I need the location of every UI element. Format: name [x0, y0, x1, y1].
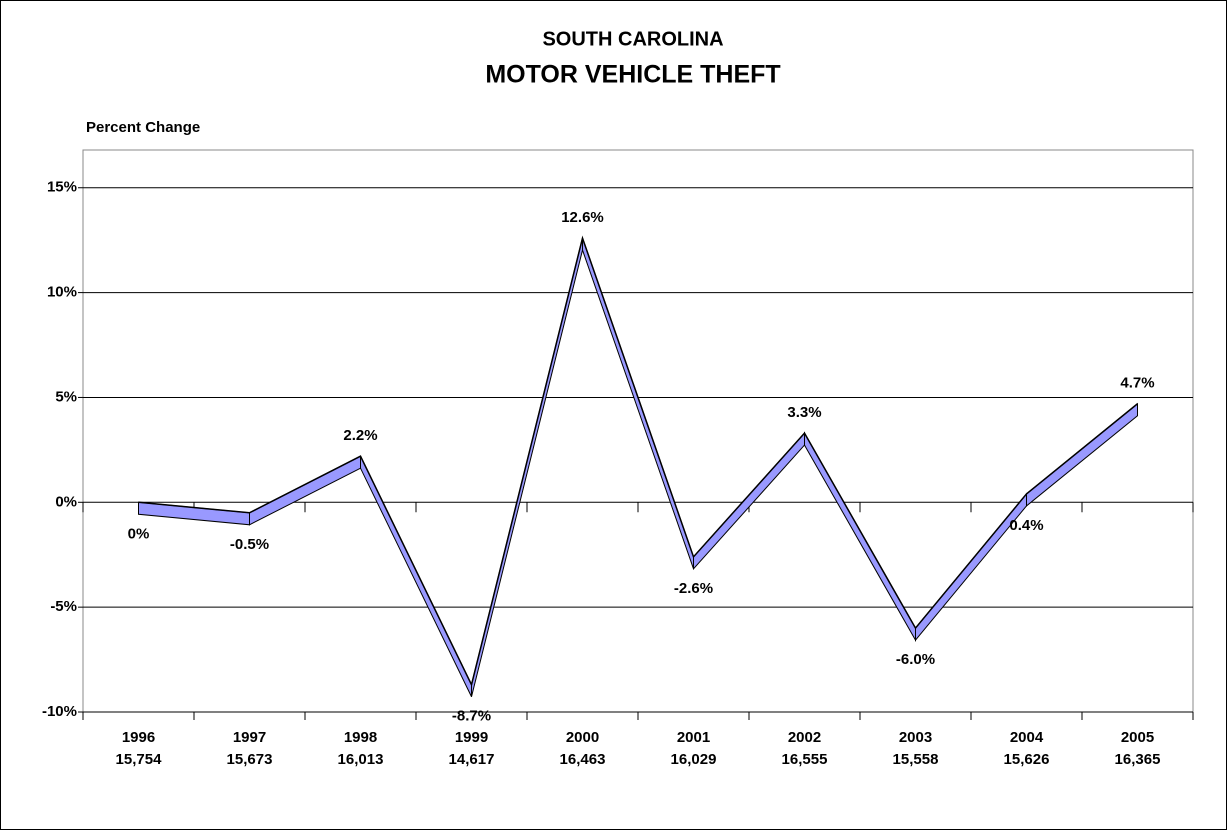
x-tick-sublabel: 16,013 [338, 751, 384, 768]
data-label: -0.5% [230, 536, 269, 553]
data-label: 0.4% [1009, 517, 1043, 534]
x-tick-sublabel: 15,558 [893, 751, 939, 768]
y-tick-label: -10% [42, 703, 77, 720]
x-tick-label: 2003 [899, 729, 932, 746]
x-tick-label: 1999 [455, 729, 488, 746]
x-tick-sublabel: 16,463 [560, 751, 606, 768]
x-tick-sublabel: 14,617 [449, 751, 495, 768]
x-tick-label: 2000 [566, 729, 599, 746]
x-tick-label: 2002 [788, 729, 821, 746]
x-tick-label: 1998 [344, 729, 377, 746]
y-tick-label: 5% [55, 388, 77, 405]
data-label: 2.2% [343, 427, 377, 444]
plot-area [82, 149, 1194, 713]
x-tick-label: 1997 [233, 729, 266, 746]
y-tick-label: 15% [47, 179, 77, 196]
data-label: 4.7% [1120, 375, 1154, 392]
chart-title: SOUTH CAROLINA [542, 28, 723, 50]
data-label: -8.7% [452, 708, 491, 725]
x-tick-label: 2001 [677, 729, 710, 746]
x-tick-label: 1996 [122, 729, 155, 746]
data-label: 0% [128, 525, 150, 542]
data-label: -2.6% [674, 580, 713, 597]
x-tick-sublabel: 16,029 [671, 751, 717, 768]
y-tick-label: 10% [47, 284, 77, 301]
data-label: 12.6% [561, 209, 604, 226]
x-tick-sublabel: 15,754 [116, 751, 163, 768]
x-tick-sublabel: 15,626 [1004, 751, 1050, 768]
line [138, 235, 1138, 687]
chart-subtitle: MOTOR VEHICLE THEFT [485, 61, 780, 89]
y-axis-label: Percent Change [86, 119, 200, 136]
x-tick-sublabel: 15,673 [227, 751, 273, 768]
y-tick-label: 0% [55, 493, 77, 510]
x-tick-label: 2004 [1010, 729, 1044, 746]
data-label: -6.0% [896, 651, 935, 668]
data-label: 3.3% [787, 404, 821, 421]
x-tick-sublabel: 16,365 [1115, 751, 1161, 768]
x-tick-sublabel: 16,555 [782, 751, 828, 768]
x-tick-label: 2005 [1121, 729, 1154, 746]
y-tick-label: -5% [50, 598, 77, 615]
